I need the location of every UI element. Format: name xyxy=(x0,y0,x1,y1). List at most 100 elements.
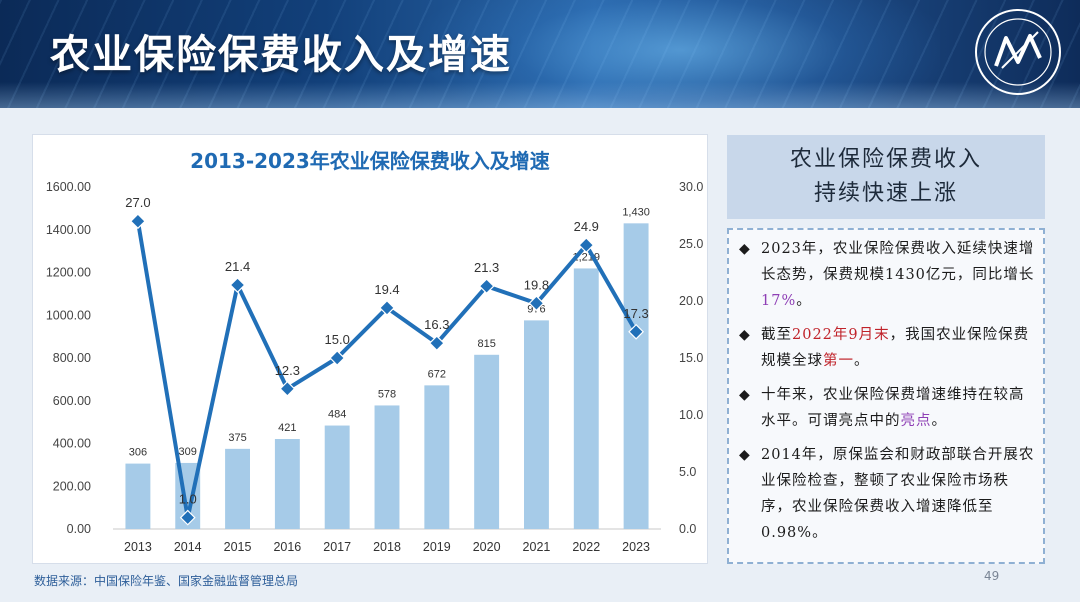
bar-value-label: 375 xyxy=(228,432,246,444)
bullet-2-end: 。 xyxy=(854,353,870,369)
growth-value-label: 17.3 xyxy=(623,306,648,321)
banner-floor xyxy=(0,82,1080,108)
bullet-item-4: ◆ 2014年，原保监会和财政部联合开展农业保险检查，整顿了农业保险市场秩序，农… xyxy=(739,442,1037,546)
bullet-text-3: 十年来，农业保险保费增速维持在较高水平。可谓亮点中的亮点。 xyxy=(761,382,1037,434)
bullet-text-1: 2023年，农业保险保费收入延续快速增长态势，保费规模1430亿元，同比增长 17… xyxy=(761,236,1037,314)
growth-point xyxy=(628,323,645,340)
bar xyxy=(524,320,549,529)
page-title: 农业保险保费收入及增速 xyxy=(50,32,512,78)
chart-panel: 2013-2023年农业保险保费收入及增速 0.00 200.00 400.00 60… xyxy=(32,134,708,564)
bar xyxy=(424,385,450,529)
y-left-tick-label: 800.00 xyxy=(53,351,91,365)
bullet-3-end: 。 xyxy=(931,413,947,429)
y-left-tick-label: 400.00 xyxy=(53,437,91,451)
growth-value-label: 19.4 xyxy=(374,282,399,297)
y-right-tick-label: 20.0 xyxy=(679,294,703,308)
bar xyxy=(274,439,300,529)
growth-value-label: 21.3 xyxy=(474,260,499,275)
bar-value-label: 309 xyxy=(179,446,197,458)
x-tick-label: 2017 xyxy=(323,540,351,554)
y-right-tick-label: 15.0 xyxy=(679,351,703,365)
bar xyxy=(125,463,151,529)
organization-logo-icon xyxy=(975,9,1061,95)
growth-point xyxy=(478,278,495,295)
growth-value-label: 24.9 xyxy=(574,219,599,234)
bullet-2-text-a: 截至 xyxy=(761,327,792,343)
growth-value-label: 16.3 xyxy=(424,317,449,332)
y-right-tick-label: 30.0 xyxy=(679,180,703,194)
bullet-2-highlight-date: 2022年9月末 xyxy=(792,327,890,343)
bullet-2-highlight-rank: 第一 xyxy=(823,353,854,369)
x-tick-label: 2014 xyxy=(174,540,202,554)
y-left-tick-label: 600.00 xyxy=(53,394,91,408)
y-left-tick-label: 1000.00 xyxy=(46,308,91,322)
growth-value-label: 1.0 xyxy=(179,492,197,507)
side-title-box: 农业保险保费收入 持续快速上涨 xyxy=(727,135,1045,219)
bullet-3-highlight: 亮点 xyxy=(900,413,932,429)
growth-point xyxy=(129,213,146,230)
bullet-list: ◆ 2023年，农业保险保费收入延续快速增长态势，保费规模1430亿元，同比增长… xyxy=(727,228,1045,564)
x-tick-label: 2023 xyxy=(622,540,650,554)
side-title-line-1: 农业保险保费收入 xyxy=(789,147,982,172)
x-tick-label: 2021 xyxy=(523,540,551,554)
chart-title: 2013-2023年农业保险保费收入及增速 xyxy=(190,149,550,173)
growth-value-label: 21.4 xyxy=(225,259,250,274)
growth-point xyxy=(179,509,196,526)
banner-glow xyxy=(420,0,940,108)
bullet-item-3: ◆ 十年来，农业保险保费增速维持在较高水平。可谓亮点中的亮点。 xyxy=(739,382,1037,434)
diamond-bullet-icon: ◆ xyxy=(739,327,750,343)
y-left-tick-label: 0.00 xyxy=(67,522,91,536)
bar-value-label: 421 xyxy=(278,422,296,434)
bar-value-label: 672 xyxy=(428,368,446,380)
x-tick-label: 2020 xyxy=(473,540,501,554)
y-left-tick-label: 1200.00 xyxy=(46,266,91,280)
bullet-text-2: 截至2022年9月末，我国农业保险保费规模全球第一。 xyxy=(761,322,1037,374)
header-banner: 农业保险保费收入及增速 xyxy=(0,0,1080,108)
bar-value-label: 484 xyxy=(328,409,346,421)
y-right-tick-label: 10.0 xyxy=(679,408,703,422)
bar xyxy=(324,425,350,529)
growth-point xyxy=(279,380,296,397)
y-right-tick-label: 25.0 xyxy=(679,237,703,251)
bullet-item-1: ◆ 2023年，农业保险保费收入延续快速增长态势，保费规模1430亿元，同比增长… xyxy=(739,236,1037,314)
growth-point xyxy=(578,237,595,254)
growth-value-label: 15.0 xyxy=(325,332,350,347)
bar-value-label: 815 xyxy=(477,338,495,350)
growth-value-label: 19.8 xyxy=(524,277,549,292)
y-left-tick-label: 200.00 xyxy=(53,479,91,493)
bullet-3-text: 十年来，农业保险保费增速维持在较高水平。可谓亮点中的 xyxy=(761,387,1025,429)
bar xyxy=(623,223,649,529)
y-right-tick-label: 0.0 xyxy=(679,522,696,536)
growth-point xyxy=(229,277,246,293)
diamond-bullet-icon: ◆ xyxy=(739,241,750,257)
growth-point xyxy=(329,350,346,366)
bullet-1-end: 。 xyxy=(796,293,812,309)
x-tick-label: 2016 xyxy=(273,540,301,554)
y-right-tick-label: 5.0 xyxy=(679,465,696,479)
bullet-2-text-b: ，我国农业保险保费规模全球 xyxy=(761,327,1030,369)
growth-point xyxy=(379,299,395,316)
bullet-1-text: 2023年，农业保险保费收入延续快速增长态势，保费规模1430亿元，同比增长 xyxy=(761,241,1035,283)
x-tick-label: 2019 xyxy=(423,540,451,554)
bar xyxy=(225,448,250,529)
growth-value-label: 27.0 xyxy=(125,195,150,210)
diamond-bullet-icon: ◆ xyxy=(739,387,750,403)
y-left-tick-label: 1400.00 xyxy=(46,223,91,237)
x-tick-label: 2015 xyxy=(224,540,252,554)
bullet-text-4: 2014年，原保监会和财政部联合开展农业保险检查，整顿了农业保险市场秩序，农业保… xyxy=(761,447,1035,541)
data-source-note: 数据来源：中国保险年鉴、国家金融监督管理总局 xyxy=(34,574,299,588)
growth-value-label: 12.3 xyxy=(275,363,300,378)
y-left-tick-label: 1600.00 xyxy=(46,180,91,194)
bullet-item-2: ◆ 截至2022年9月末，我国农业保险保费规模全球第一。 xyxy=(739,322,1037,374)
bullet-1-highlight: 17% xyxy=(761,293,797,309)
page-number: 49 xyxy=(984,569,1000,583)
diamond-bullet-icon: ◆ xyxy=(739,447,750,463)
growth-point xyxy=(528,295,545,312)
bar-value-label: 1,430 xyxy=(622,206,650,218)
bar xyxy=(474,354,500,529)
bar-value-label: 306 xyxy=(129,447,147,459)
side-title-line-2: 持续快速上涨 xyxy=(813,181,958,206)
x-tick-label: 2013 xyxy=(124,540,152,554)
bar-value-label: 578 xyxy=(378,388,396,400)
bar xyxy=(573,268,599,529)
